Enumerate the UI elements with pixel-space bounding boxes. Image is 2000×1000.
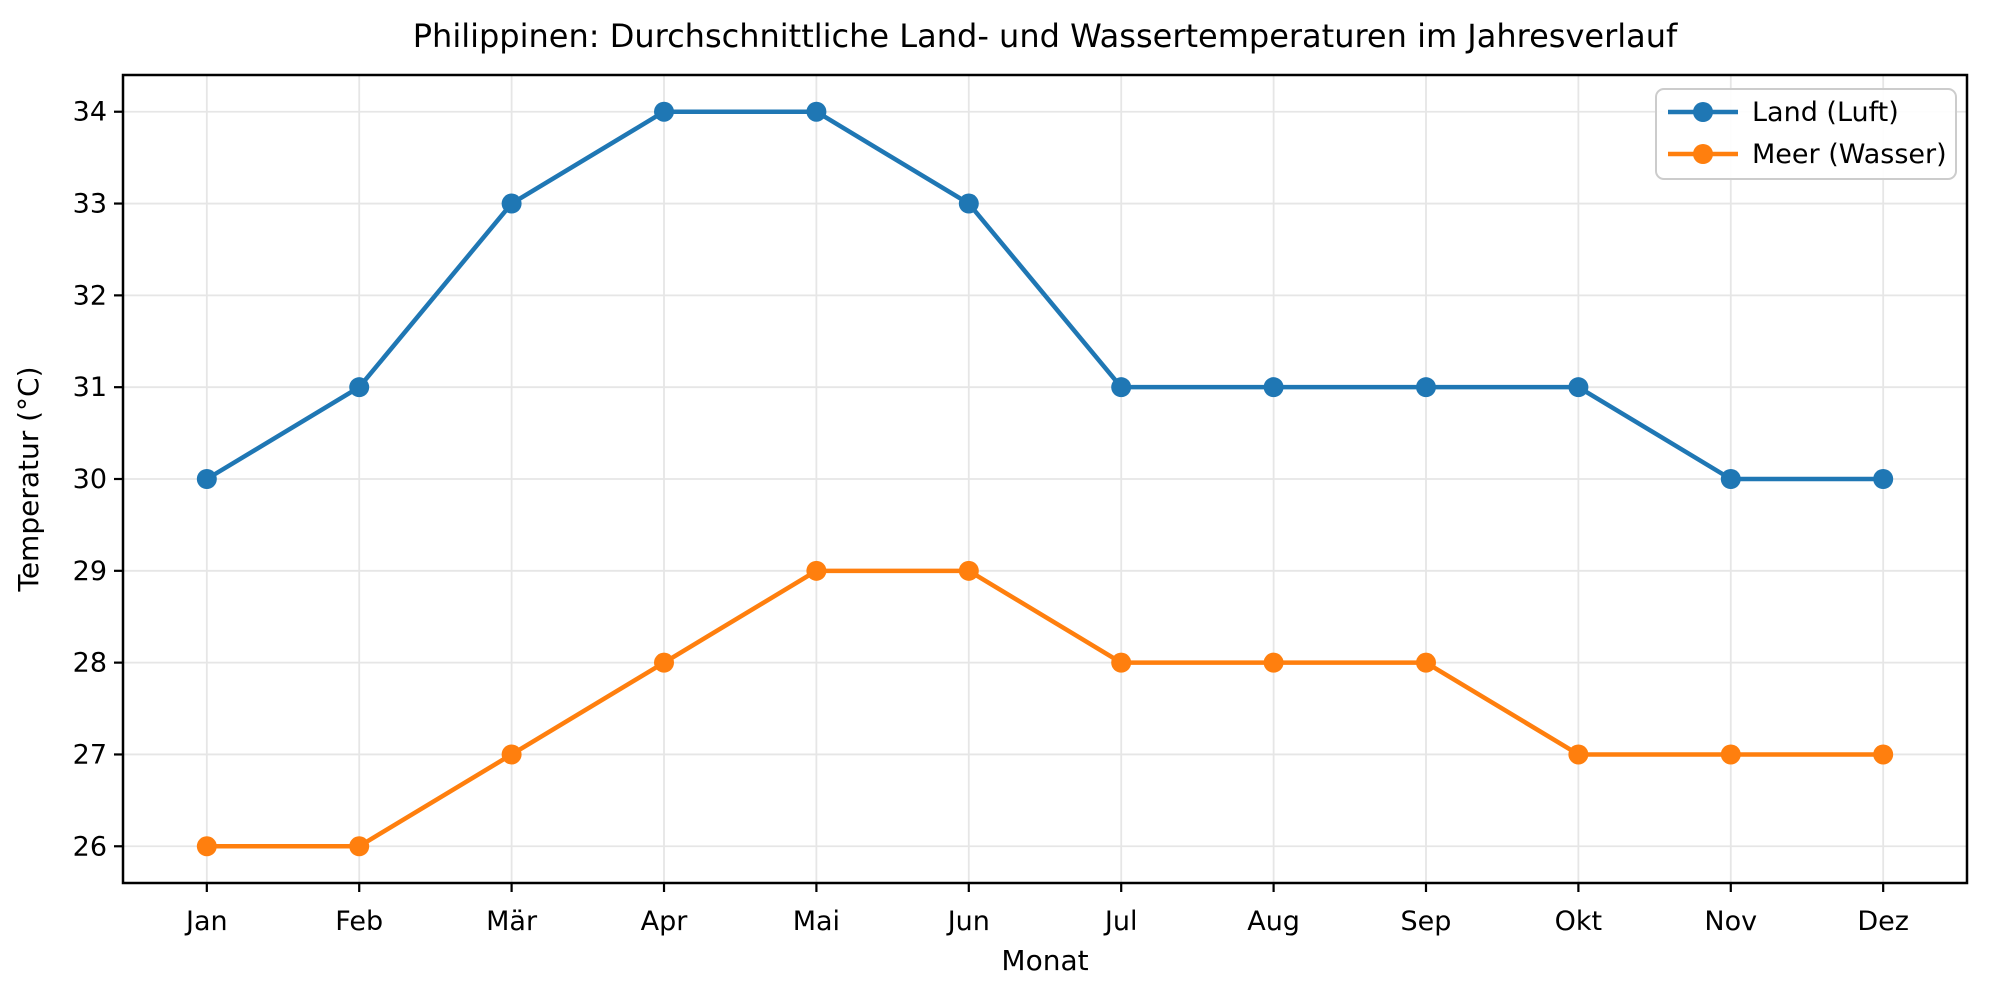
data-point-marker — [349, 377, 370, 398]
y-tick-label: 27 — [73, 739, 107, 770]
x-tick-label: Jan — [184, 906, 228, 937]
data-point-marker — [196, 469, 217, 489]
y-tick-label: 31 — [73, 372, 107, 403]
data-series — [196, 101, 1894, 857]
x-tick-label: Aug — [1247, 906, 1300, 937]
data-point-marker — [501, 744, 522, 765]
data-point-marker — [1720, 744, 1741, 765]
legend-label: Meer (Wasser) — [1752, 139, 1947, 170]
y-tick-label: 30 — [73, 464, 107, 495]
series-meer-wasser — [196, 560, 1894, 857]
data-point-marker — [1873, 744, 1894, 765]
x-tick-label: Apr — [641, 906, 689, 937]
legend-marker — [1693, 102, 1713, 122]
data-point-marker — [654, 652, 675, 673]
data-point-marker — [1415, 377, 1436, 398]
data-point-marker — [196, 836, 217, 857]
y-tick-label: 32 — [73, 280, 107, 311]
legend-entry: Land (Luft) — [1668, 97, 1899, 128]
x-tick-label: Mai — [793, 906, 840, 937]
data-point-marker — [806, 560, 827, 581]
series-land-luft — [196, 101, 1894, 489]
x-axis-label: Monat — [1001, 944, 1088, 977]
y-axis-label: Temperatur (°C) — [12, 366, 45, 592]
plot-border — [121, 73, 1969, 885]
x-tick-label: Dez — [1857, 906, 1909, 937]
data-point-marker — [1263, 652, 1284, 673]
data-point-marker — [1873, 469, 1894, 489]
data-point-marker — [958, 560, 979, 581]
gridlines — [123, 75, 1967, 883]
chart-title: Philippinen: Durchschnittliche Land- und… — [413, 17, 1678, 55]
data-point-marker — [1568, 744, 1589, 765]
y-tick-label: 28 — [73, 648, 107, 679]
x-tick-label: Jul — [1103, 906, 1138, 937]
x-tick-label: Mär — [486, 906, 538, 937]
data-point-marker — [1263, 377, 1284, 398]
data-point-marker — [654, 101, 675, 122]
x-tick-label: Jun — [946, 906, 990, 937]
x-tick-label: Feb — [335, 906, 383, 937]
data-point-marker — [1568, 377, 1589, 398]
legend-entry: Meer (Wasser) — [1668, 139, 1947, 170]
y-tick-label: 26 — [73, 831, 107, 862]
data-point-marker — [958, 193, 979, 214]
data-point-marker — [1111, 377, 1132, 398]
data-point-marker — [501, 193, 522, 214]
legend: Land (Luft) Meer (Wasser) — [1655, 88, 1957, 180]
data-point-marker — [349, 836, 370, 857]
x-tick-label: Nov — [1704, 906, 1757, 937]
x-tick-label: Sep — [1401, 906, 1452, 937]
series-line — [204, 109, 1886, 482]
axis-ticks: 26 27 28 29 30 31 32 33 34 Jan Feb Mär Apr Mai Jun Jul A… — [73, 97, 1909, 937]
legend-marker — [1693, 144, 1713, 164]
series-line — [204, 568, 1886, 849]
y-tick-label: 34 — [73, 97, 107, 128]
data-point-marker — [806, 101, 827, 122]
data-point-marker — [1111, 652, 1132, 673]
x-tick-label: Okt — [1555, 906, 1602, 937]
data-point-marker — [1720, 469, 1741, 489]
legend-label: Land (Luft) — [1752, 97, 1899, 128]
y-tick-label: 29 — [73, 556, 107, 587]
data-point-marker — [1415, 652, 1436, 673]
y-tick-label: 33 — [73, 189, 107, 220]
